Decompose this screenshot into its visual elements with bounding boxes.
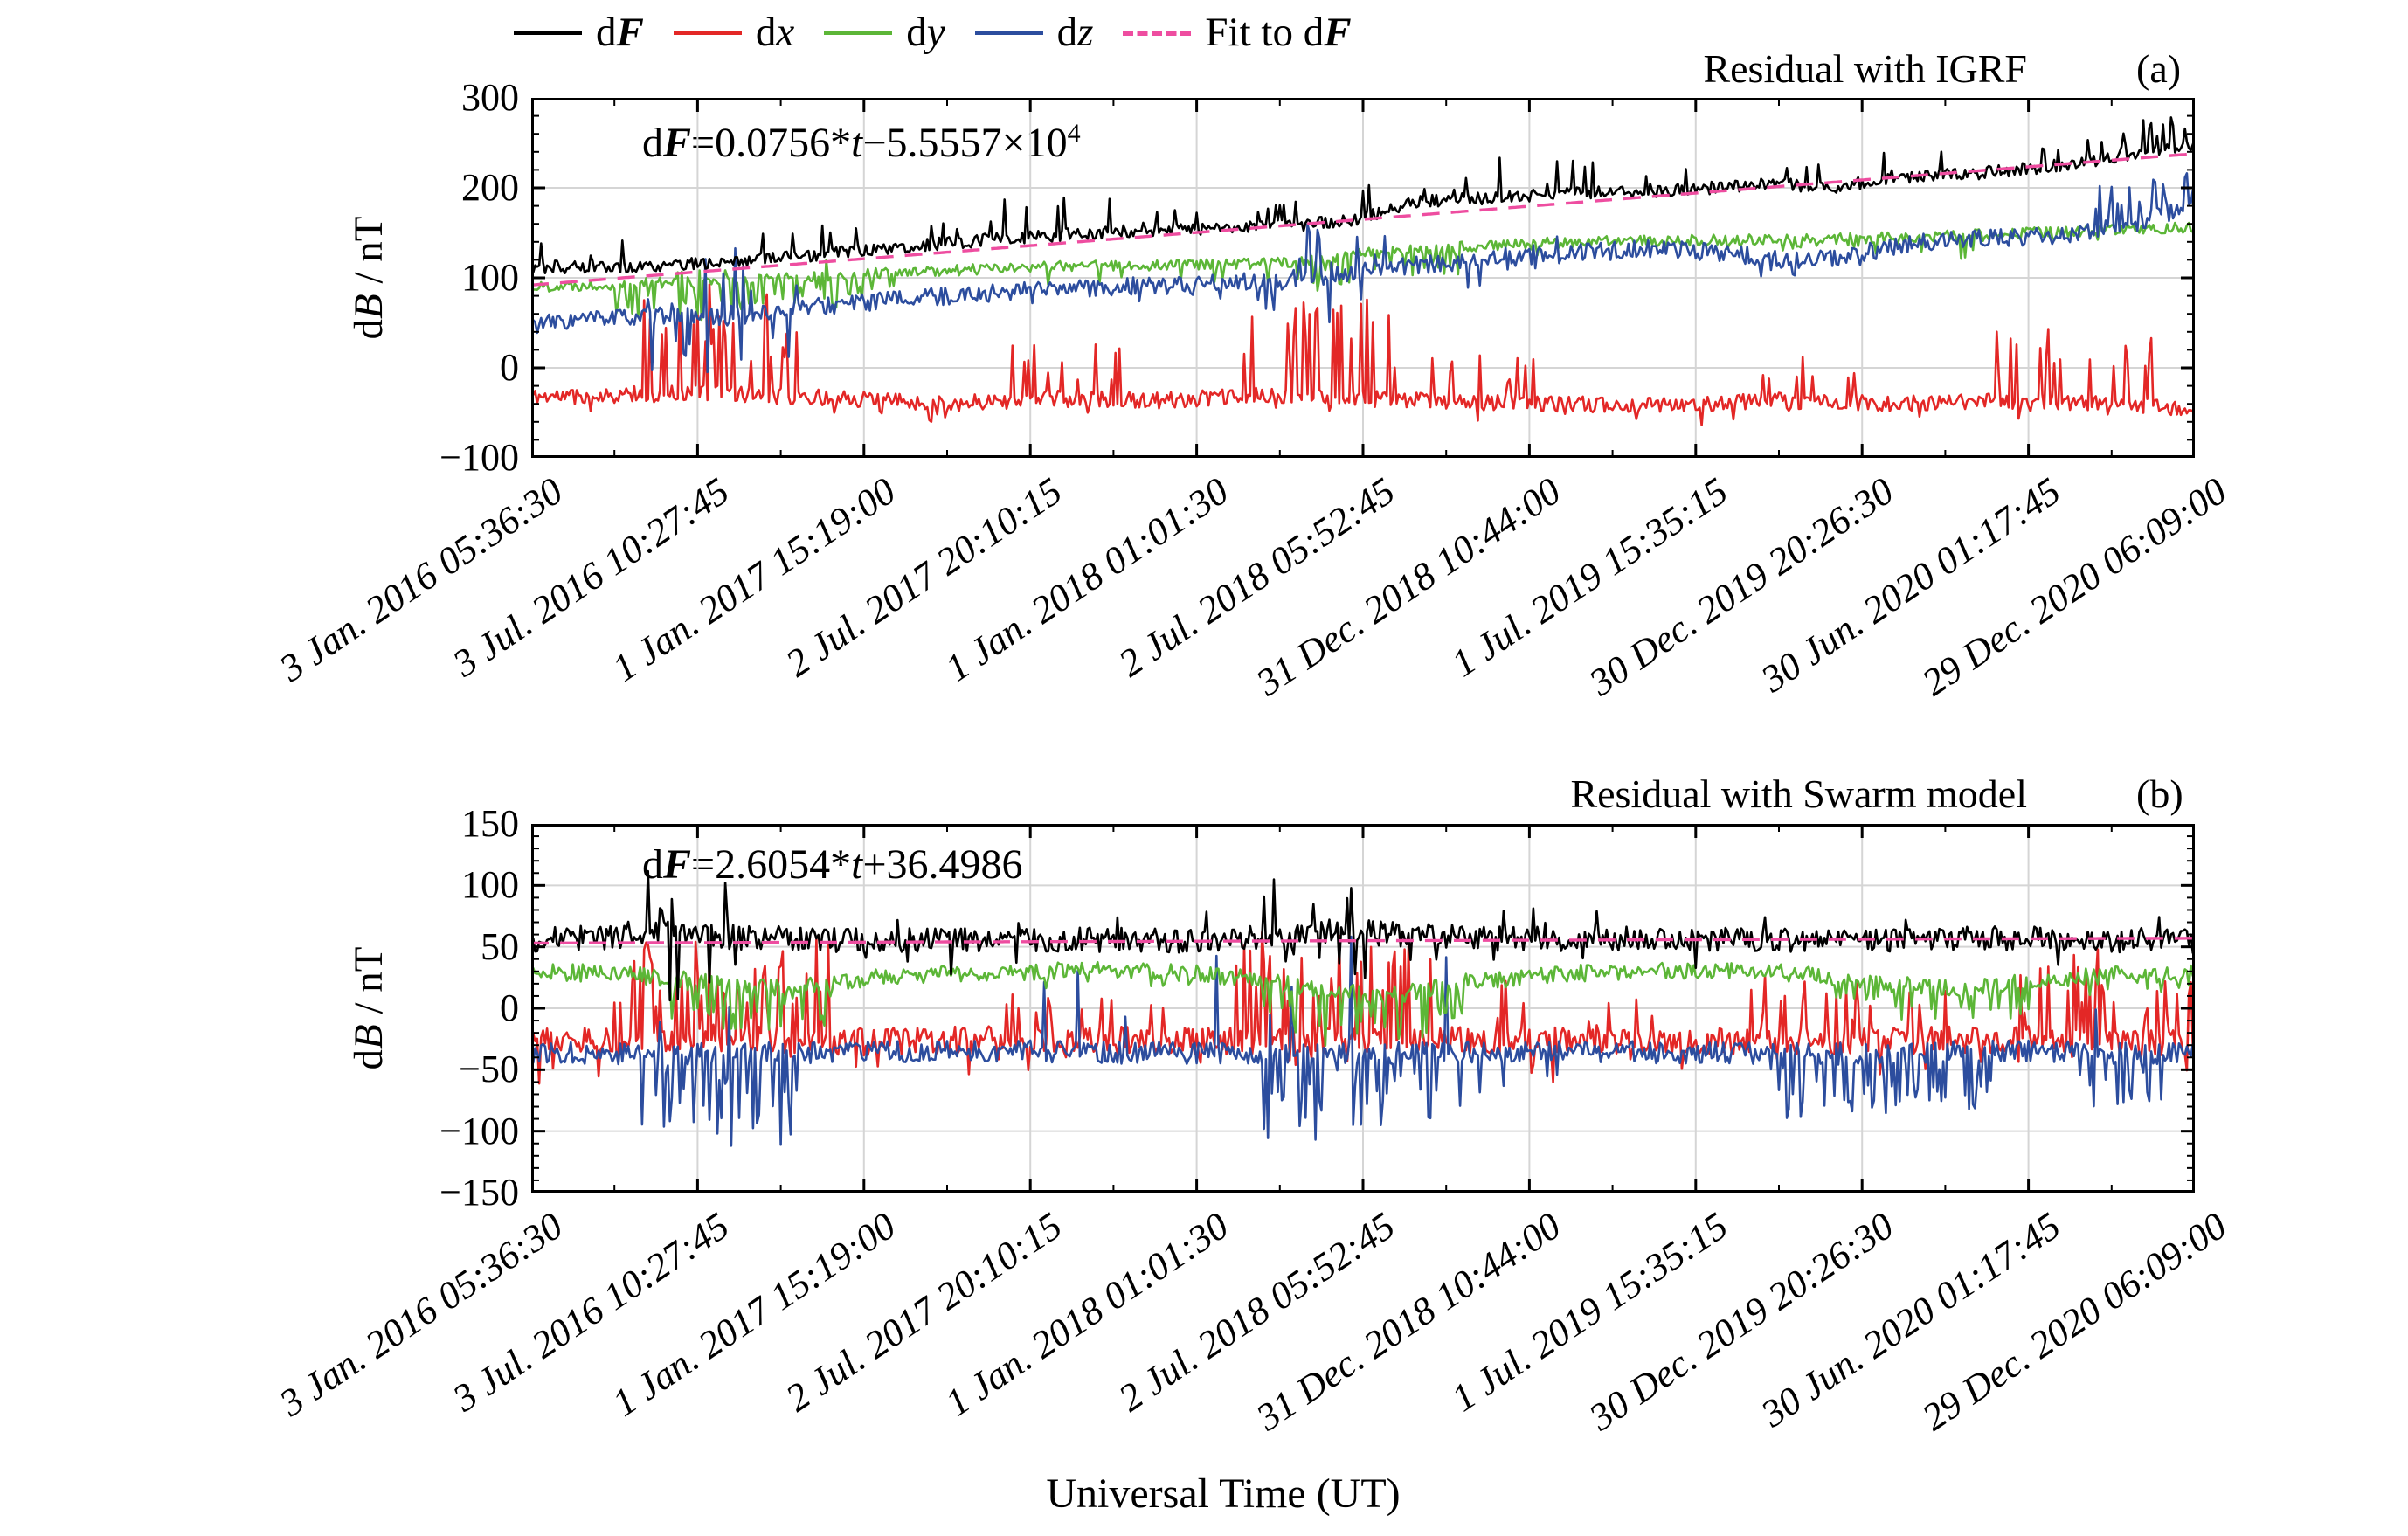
panel-b-x-tick-label: 31 Dec. 2018 10:44:00 (1249, 1204, 1569, 1440)
series-dx (531, 283, 2195, 427)
panel-b-y-tick-label: −50 (459, 1048, 519, 1091)
panel-a-x-tick-label: 30 Dec. 2019 20:26:30 (1581, 469, 1902, 705)
panel-b-x-tick-label: 1 Jul. 2019 15:35:15 (1443, 1204, 1735, 1421)
panel-a-y-tick-label: −100 (439, 436, 519, 479)
series-Fit-to-dF (531, 937, 2195, 945)
panel-a-x-tick-label: 1 Jul. 2019 15:35:15 (1443, 469, 1735, 686)
panel-a-x-tick-label: 2 Jul. 2017 20:10:15 (778, 469, 1070, 686)
panel-b-x-tick-label: 30 Dec. 2019 20:26:30 (1581, 1204, 1902, 1440)
series-dx (531, 931, 2195, 1085)
panel-b-y-tick-label: −100 (439, 1109, 519, 1152)
panel-a-y-tick-label: 300 (461, 76, 519, 119)
panel-b-y-tick-label: 100 (461, 863, 519, 907)
series-dz (531, 172, 2195, 374)
panel-b-x-tick-label: 1 Jan. 2017 15:19:00 (605, 1204, 903, 1425)
legend-line-sample-dF (514, 31, 582, 35)
series-dF (531, 869, 2195, 1002)
panel-b-y-tick-label: 150 (461, 802, 519, 845)
legend-line-sample-dy (824, 31, 893, 35)
panel-b-x-tick-label: 2 Jul. 2018 05:52:45 (1111, 1204, 1402, 1421)
panel-a-y-tick-label: 100 (461, 256, 519, 299)
panel-b-y-axis-label: dB / nT (346, 946, 391, 1070)
panel-a-title: Residual with IGRF (1703, 46, 2027, 91)
panel-a-x-tick-label: 2 Jul. 2018 05:52:45 (1111, 469, 1402, 686)
panel-b-x-tick-label: 1 Jan. 2018 01:01:30 (937, 1204, 1236, 1425)
panel-b-x-tick-label: 3 Jul. 2016 10:27:45 (445, 1204, 737, 1421)
series-dF (531, 116, 2195, 274)
panel-a-y-tick-label: 200 (461, 166, 519, 209)
panel-b-title: Residual with Swarm model (1570, 771, 2027, 816)
panel-a-x-tick-label: 29 Dec. 2020 06:09:00 (1914, 469, 2234, 705)
series-dz (531, 935, 2195, 1147)
panel-b-plot (531, 824, 2195, 1193)
legend-label-dz: d (1056, 10, 1078, 55)
panel-a-y-tick-label: 0 (500, 346, 519, 389)
panel-b-x-tick-label: 30 Jun. 2020 01:17:45 (1753, 1204, 2068, 1436)
legend-line-sample-dz (974, 31, 1043, 35)
panel-a-x-tick-label: 30 Jun. 2020 01:17:45 (1753, 469, 2068, 701)
legend-label-dy: d (906, 10, 927, 55)
panel-b-x-tick-label: 3 Jan. 2016 05:36:30 (272, 1204, 571, 1425)
series-Fit-to-dF (531, 152, 2195, 287)
legend-label-dF: d (596, 10, 617, 55)
panel-a-x-tick-label: 1 Jan. 2017 15:19:00 (605, 469, 903, 690)
series-dy (531, 221, 2195, 322)
panel-b-y-tick-label: −150 (439, 1171, 519, 1214)
panel-a-x-tick-label: 31 Dec. 2018 10:44:00 (1249, 469, 1569, 705)
panel-b-x-tick-label: 29 Dec. 2020 06:09:00 (1914, 1204, 2234, 1440)
panel-a-fit-equation: dF=0.0756*t−5.5557×104 (642, 119, 1081, 166)
panel-a-tag: (a) (2136, 46, 2182, 91)
legend-item-dx: dx (673, 10, 794, 55)
panel-b-x-tick-label: 2 Jul. 2017 20:10:15 (778, 1204, 1070, 1421)
panel-b-tag: (b) (2136, 771, 2183, 816)
legend-item-dy: dy (824, 12, 945, 53)
legend-label-dx: d (755, 10, 777, 55)
legend-label-fit: Fit to d (1205, 10, 1325, 55)
legend-item-dz: dz (974, 10, 1093, 55)
panel-b-y-tick-label: 50 (481, 924, 519, 968)
panel-b-y-tick-label: 0 (500, 986, 519, 1029)
legend-line-sample-dx (673, 31, 742, 35)
panel-a-plot (531, 98, 2195, 458)
legend-line-sample-fit (1123, 30, 1192, 36)
legend: dF dx dy dz Fit to dF (514, 12, 1352, 53)
legend-item-fit: Fit to dF (1123, 10, 1352, 55)
x-axis-label: Universal Time (UT) (1046, 1470, 1401, 1517)
panel-a-y-axis-label: dB / nT (346, 216, 391, 340)
panel-a-x-tick-label: 1 Jan. 2018 01:01:30 (937, 469, 1236, 690)
panel-a-x-tick-label: 3 Jul. 2016 10:27:45 (445, 469, 737, 686)
panel-b-fit-equation: dF=2.6054*t+36.4986 (642, 841, 1023, 888)
series-dy (531, 960, 2195, 1047)
legend-item-dF: dF (514, 12, 644, 53)
panel-a-x-tick-label: 3 Jan. 2016 05:36:30 (272, 469, 571, 690)
